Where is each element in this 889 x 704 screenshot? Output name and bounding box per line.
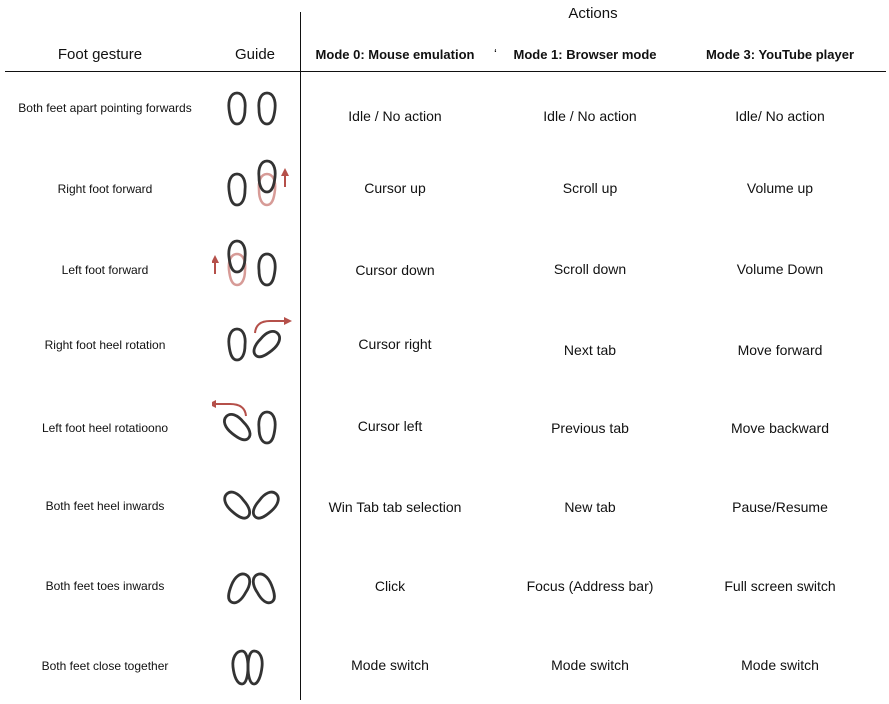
vertical-divider	[300, 12, 301, 700]
mode3-cell: Volume Down	[736, 261, 824, 277]
feet-together-icon	[231, 649, 264, 686]
mode0-header: Mode 0: Mouse emulation	[315, 47, 475, 62]
mode1-cell: Next tab	[563, 342, 617, 358]
guide-illustrations	[212, 91, 292, 686]
header-divider	[5, 71, 886, 72]
left-foot-forward-icon	[212, 239, 277, 287]
gesture-label: Both feet apart pointing forwards	[18, 101, 192, 115]
mode0-cell: Win Tab tab selection	[328, 499, 462, 515]
gesture-label: Both feet heel inwards	[45, 499, 165, 513]
foot-gesture-header: Foot gesture	[57, 46, 143, 63]
left-heel-rotation-icon	[212, 400, 277, 445]
mode3-cell: Mode switch	[741, 657, 819, 673]
actions-title: Actions	[568, 5, 618, 22]
gesture-label: Left foot forward	[61, 263, 149, 277]
mode3-cell: Full screen switch	[724, 578, 836, 594]
mode1-cell: Idle / No action	[543, 108, 637, 124]
mode1-cell: Focus (Address bar)	[526, 578, 654, 594]
gesture-label: Right foot heel rotation	[44, 338, 166, 352]
feet-apart-icon	[227, 91, 277, 126]
gesture-label: Right foot forward	[57, 182, 153, 196]
mode1-header: Mode 1: Browser mode	[513, 47, 657, 62]
heels-inwards-icon	[223, 490, 280, 520]
mode0-cell: Cursor left	[357, 418, 423, 434]
gesture-label: Both feet toes inwards	[45, 579, 165, 593]
mode1-cell: New tab	[564, 499, 616, 515]
toes-inwards-icon	[227, 572, 276, 605]
guide-header: Guide	[234, 46, 276, 63]
mode1-cell: Scroll down	[553, 261, 627, 277]
gesture-label: Left foot heel rotatioono	[41, 421, 169, 435]
mode1-cell: Mode switch	[551, 657, 629, 673]
right-foot-forward-icon	[227, 159, 289, 207]
mode0-cell: Click	[374, 578, 406, 594]
mode1-cell: Previous tab	[551, 420, 629, 436]
gesture-label: Both feet close together	[41, 659, 169, 673]
stray-mark: ‘	[494, 46, 497, 61]
mode3-cell: Pause/Resume	[732, 499, 828, 515]
mode3-cell: Idle/ No action	[735, 108, 825, 124]
mode0-cell: Mode switch	[351, 657, 429, 673]
mode0-cell: Idle / No action	[348, 108, 442, 124]
right-heel-rotation-icon	[227, 317, 292, 362]
mode3-cell: Move forward	[737, 342, 823, 358]
mode0-cell: Cursor right	[358, 336, 432, 352]
mode3-header: Mode 3: YouTube player	[705, 47, 855, 62]
mode3-cell: Volume up	[746, 180, 814, 196]
mode1-cell: Scroll up	[562, 180, 618, 196]
mode3-cell: Move backward	[730, 420, 830, 436]
mode0-cell: Cursor down	[355, 262, 435, 278]
mode0-cell: Cursor up	[364, 180, 426, 196]
